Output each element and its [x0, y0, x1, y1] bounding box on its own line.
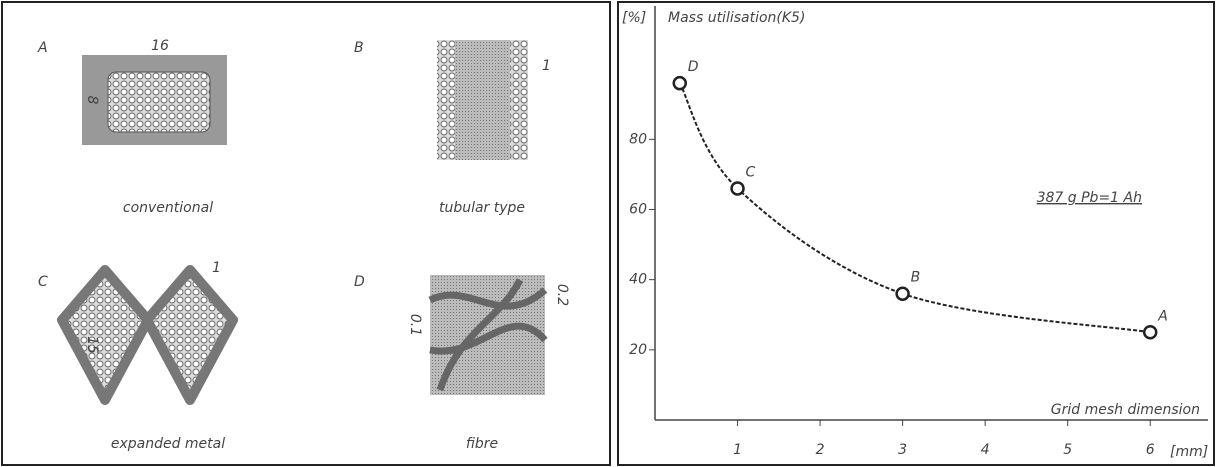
- grid-c: [57, 265, 238, 405]
- x-tick-label: 5: [1063, 442, 1072, 458]
- x-unit: [mm]: [1170, 444, 1208, 460]
- x-axis-label: Grid mesh dimension: [1051, 402, 1200, 418]
- grid-letter: A: [37, 40, 48, 56]
- grid-cell: [107, 71, 211, 133]
- dim-label: 1: [542, 58, 551, 74]
- point-label: C: [746, 164, 756, 180]
- curve: [678, 82, 1151, 334]
- data-point: [672, 75, 688, 91]
- x-tick-label: 6: [1146, 442, 1155, 458]
- left-panel: [1, 1, 611, 466]
- dim-label: 0.2: [554, 284, 570, 306]
- dim-label: 15: [84, 336, 100, 354]
- y-unit: [%]: [622, 10, 646, 26]
- y-tick-label: 20: [629, 342, 647, 358]
- data-point: [1142, 325, 1158, 340]
- mesh: [57, 265, 238, 405]
- dim-label: 16: [151, 38, 169, 54]
- x-tick-label: 4: [981, 442, 990, 458]
- y-tick-label: 60: [629, 201, 647, 217]
- grid-d: [428, 275, 548, 395]
- right-panel: [617, 1, 1215, 466]
- x-tick-label: 1: [733, 442, 742, 458]
- grid-caption: tubular type: [439, 200, 525, 216]
- point-label: B: [911, 270, 921, 286]
- data-point: [895, 286, 910, 301]
- point-label: D: [688, 59, 699, 75]
- grid-letter: C: [38, 274, 48, 290]
- tube-wall: [510, 40, 528, 160]
- grid-letter: D: [354, 274, 365, 290]
- grid-caption: expanded metal: [111, 436, 225, 452]
- fibres: [428, 278, 548, 392]
- dim-label: 0.1: [407, 314, 423, 336]
- y-tick-label: 80: [629, 131, 647, 147]
- x-tick-label: 3: [898, 442, 907, 458]
- data-point: [730, 181, 745, 196]
- x-tick-label: 2: [816, 442, 825, 458]
- y-axis-label: Mass utilisation(K5): [668, 10, 805, 26]
- dim-label: 8: [84, 96, 100, 105]
- point-label: A: [1157, 308, 1168, 324]
- tube-core: [455, 40, 510, 160]
- grid-b: [437, 40, 528, 160]
- annotation: 387 g Pb=1 Ah: [1037, 190, 1142, 206]
- dim-label: 1: [212, 260, 221, 276]
- y-tick-label: 40: [629, 272, 647, 288]
- grid-caption: conventional: [123, 200, 213, 216]
- grid-caption: fibre: [466, 436, 498, 452]
- tube-wall: [437, 40, 455, 160]
- grid-letter: B: [354, 40, 364, 56]
- grid-a: [82, 55, 227, 145]
